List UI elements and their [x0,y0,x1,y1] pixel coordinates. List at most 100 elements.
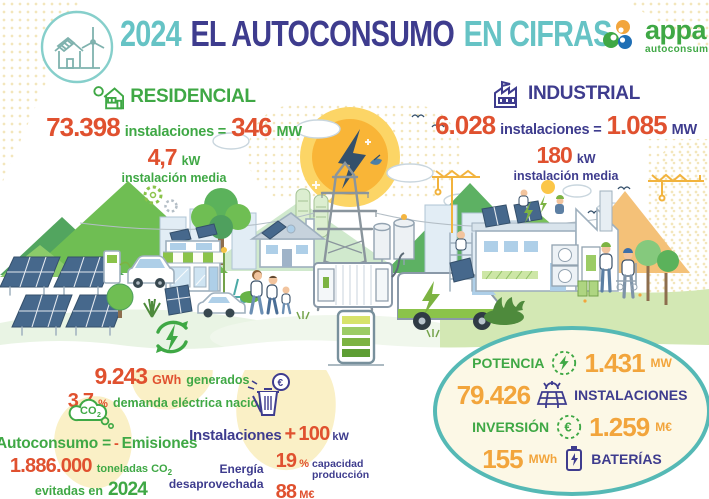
residential-installations: 73.398 [46,112,121,142]
emissions-left: Autoconsumo = [0,435,111,452]
residential-power: 346 [231,112,272,142]
person [266,275,279,315]
curtailment-cost-unit: M€ [299,489,315,499]
industrial-installations-label: instalaciones = [500,122,602,138]
scaffold [449,231,475,292]
totals-investment-unit: M€ [655,420,672,434]
residential-average-label: instalación media [121,171,227,185]
title-sub: EN CIFRAS [463,13,613,54]
totals-battery-label: BATERÍAS [591,451,662,467]
roof-worker [518,189,529,207]
totals-power-label: POTENCIA [472,355,545,371]
svg-text:€: € [564,420,572,435]
generation-value: 9.243 [94,363,149,389]
technicians [577,242,638,299]
industrial-average-unit: kW [576,152,596,166]
industrial-title: INDUSTRIAL [527,83,641,104]
crane-right [648,173,704,202]
blue-bird-icon [370,154,382,165]
generation-share-label: demanda eléctrica nacional [112,396,277,410]
generation-icon [156,320,188,354]
curtailment-share-unit: % [299,458,309,470]
gear-icons [143,185,178,213]
agave-plant [143,298,161,318]
emissions-value-label: toneladas CO2 [96,463,173,478]
generation-label: generados [186,373,250,387]
house [249,212,327,268]
residential-average: 4,7 [147,144,178,170]
curtailment-share: 19 [275,450,297,472]
suv-car [127,255,175,288]
ev-charging-station [103,250,131,284]
solar-panel [0,256,61,296]
title-year: 2024 [120,13,182,54]
brand-tagline: autoconsumo [645,44,709,55]
battery-container [313,252,405,308]
industrial-icon [493,80,517,108]
generation-share-unit: % [98,398,108,410]
hero-logo-icon [40,10,114,84]
shop-building [163,223,223,292]
roof-worker [555,195,564,214]
page-title: 2024 EL AUTOCONSUMO EN CIFRAS [120,13,612,55]
residential-power-unit: MW [276,124,302,140]
curtailment-value: 100 [298,423,330,445]
emissions-value: 1.886.000 [9,455,93,477]
solar-panel [53,256,115,296]
solar-panel [11,294,73,336]
totals-installations-row: 79.426 INSTALACIONES [457,380,688,411]
svg-text:€: € [278,378,284,389]
right-trees [635,240,679,305]
totals-investment-row: INVERSIÓN € 1.259 M€ [472,412,672,443]
industrial-section: INDUSTRIAL 6.028 instalaciones = 1.085 M… [420,80,709,183]
grass-tufts [296,293,642,338]
industrial-power-unit: MW [671,122,698,138]
industrial-power: 1.085 [606,110,668,140]
brand-swirl-icon [603,20,632,49]
curtailment-unit: kW [332,431,349,443]
street-lamp [221,247,227,293]
curtailment-plus: + [284,423,297,445]
battery-level-indicator [328,309,384,366]
totals-installations-label: INSTALACIONES [574,387,688,403]
waste-icon: € [247,373,290,416]
car-with-panel [164,284,246,318]
svg-text:CO: CO [80,405,97,417]
awning [163,251,223,264]
co2-icon: CO 2 [68,398,114,429]
residential-title: RESIDENCIAL [130,86,256,107]
emissions-footer: evitadas en [34,484,103,498]
residential-installations-label: instalaciones = [124,124,227,140]
battery-icon [566,446,583,471]
emissions-footer-year: 2024 [108,479,148,499]
residential-average-unit: kW [181,154,201,168]
brand-logo: appa autoconsumo [598,16,709,56]
emissions-section: CO 2 + Autoconsumo = - Emisiones 1.886.0… [0,392,198,499]
totals-investment-value: 1.259 [589,411,650,442]
totals-investment-label: INVERSIÓN [472,419,550,435]
totals-battery-row: 155 MWh BATERÍAS [482,444,662,475]
walking-family [249,270,292,315]
person [249,270,264,315]
curtailment-share-label: capacidad producción [312,458,370,482]
totals-summary: POTENCIA 1.431 MW 79.426 INSTALACIONES I… [433,326,709,496]
residential-icon [93,86,125,110]
curtailment-cost: 88 [275,481,297,499]
worker [621,248,635,299]
dark-bush [484,297,525,325]
residential-section: RESIDENCIAL 73.398 instalaciones = 346 M… [28,84,320,185]
totals-battery-unit: MWh [528,452,558,466]
totals-installations-value: 79.426 [456,379,532,410]
heat-pump-units [551,244,601,287]
svg-text:2: 2 [97,412,101,419]
curtailment-section: € Instalaciones + 100 kW Energía desapro… [169,372,369,499]
storage-tanks [373,214,415,265]
brand-name: appa [645,15,707,45]
emissions-minus: - [113,436,119,452]
round-tree [106,283,134,318]
totals-battery-value: 155 [482,443,523,474]
installations-icon [536,381,568,408]
curtailment-source-label: Energía desaprovechada [168,462,264,492]
title-main: EL AUTOCONSUMO [190,13,454,54]
